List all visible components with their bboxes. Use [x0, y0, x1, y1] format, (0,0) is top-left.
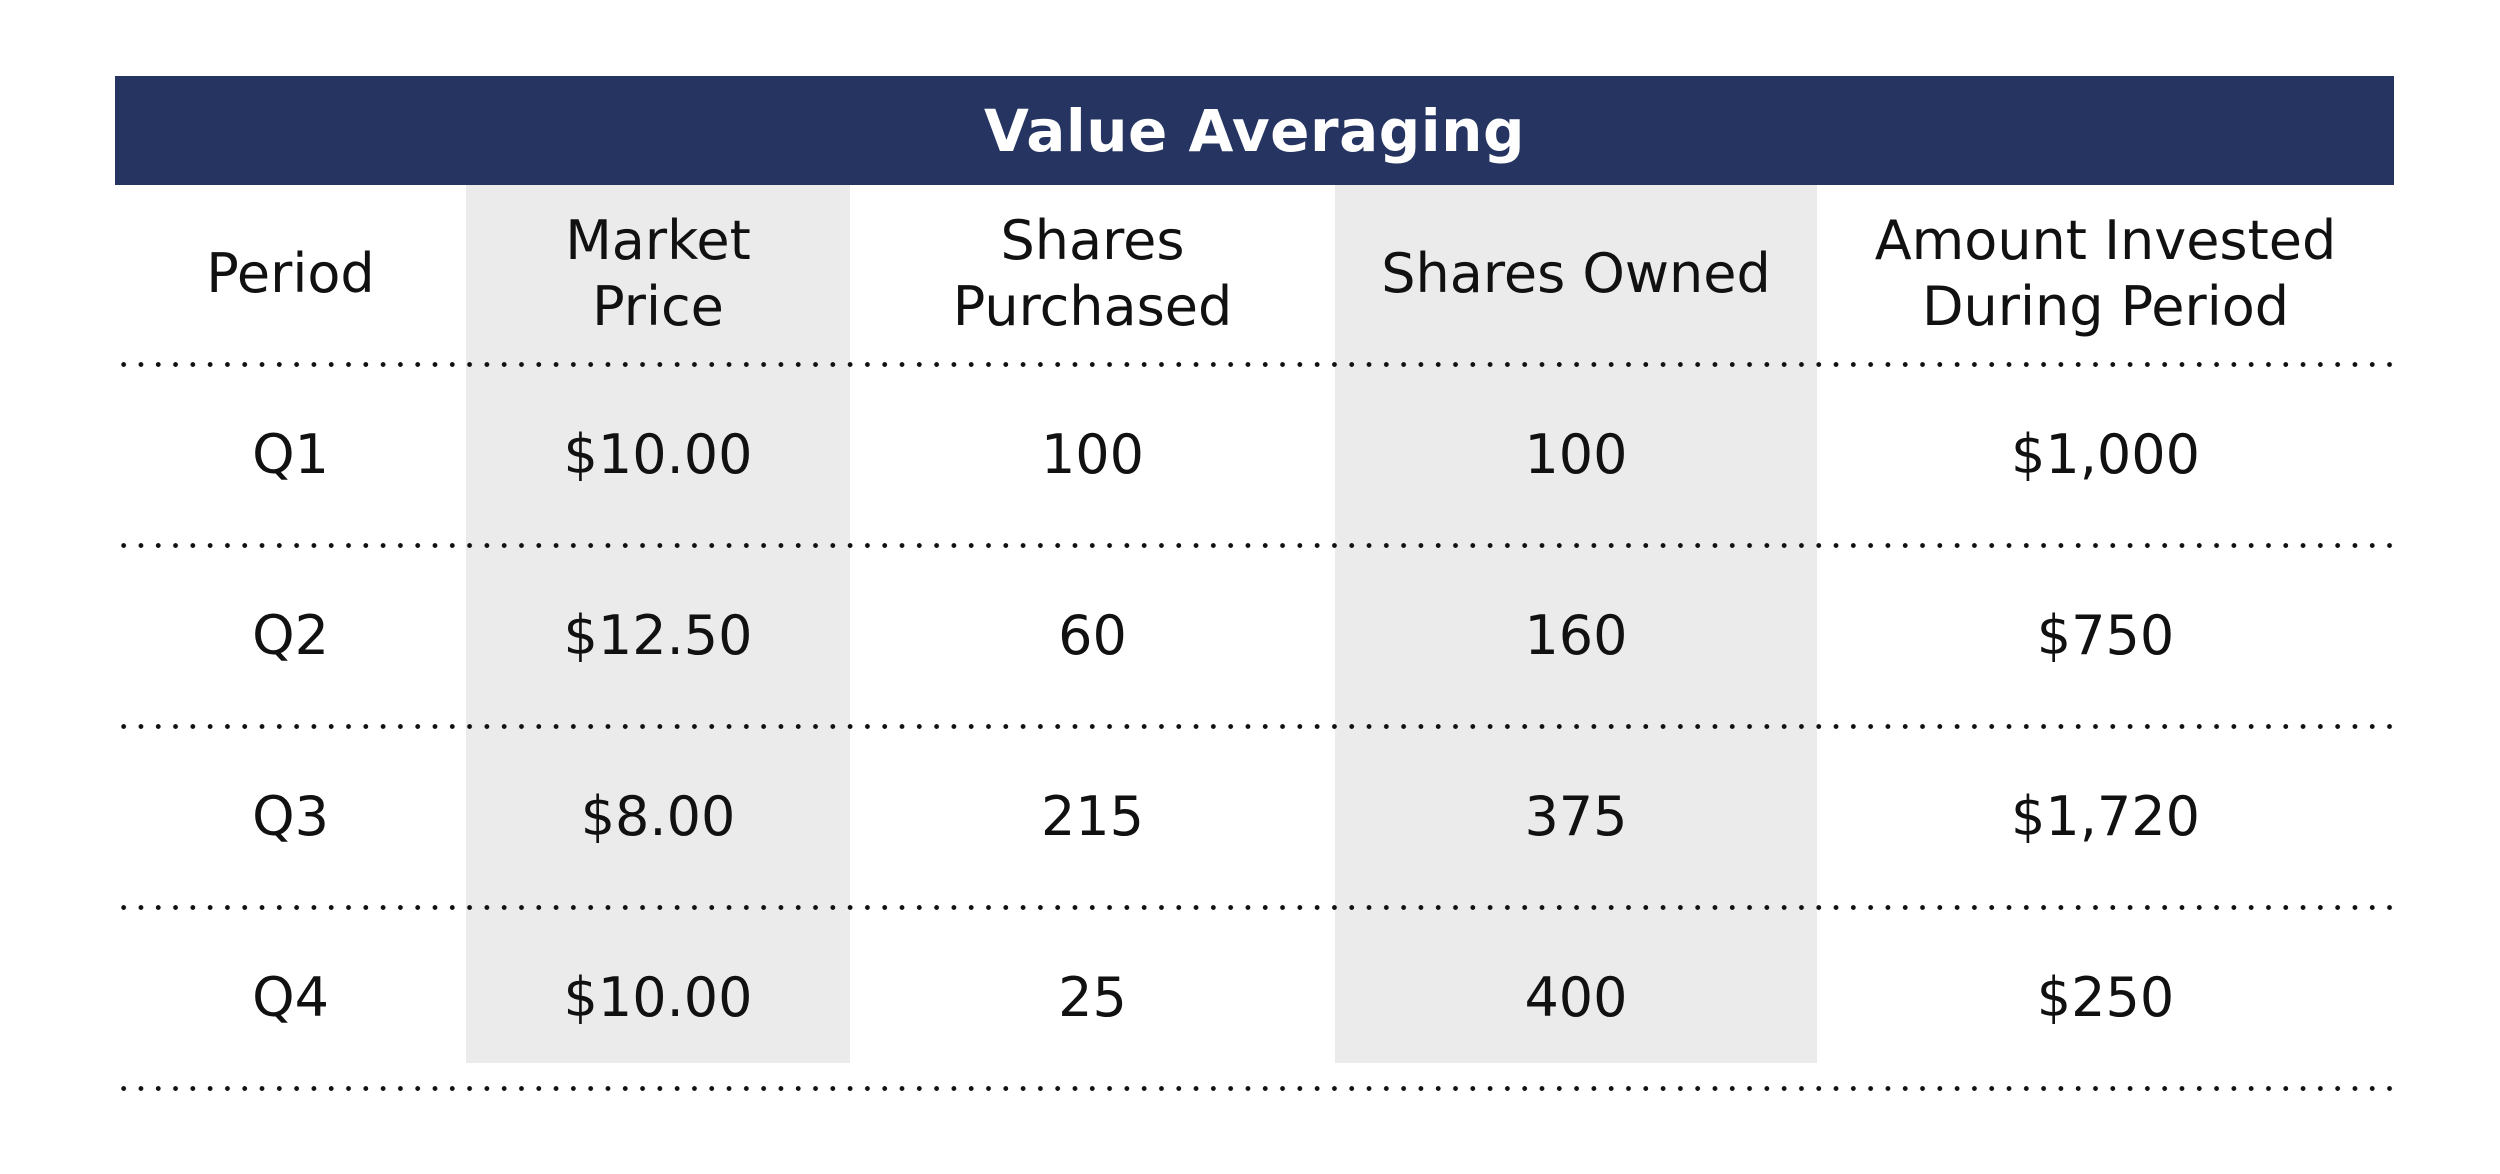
cell-shares-purchased: 215: [1040, 785, 1145, 848]
table-title: Value Averaging: [115, 76, 2394, 185]
dotted-separator: [115, 724, 2394, 729]
cell-shares-owned: 375: [1524, 785, 1628, 848]
column-header-period: Period: [115, 185, 466, 362]
cell-period: Q2: [252, 604, 329, 667]
cell-amount-invested: $1,720: [2011, 785, 2200, 848]
cell-shares-purchased: 25: [1058, 966, 1127, 1029]
column-header-market-price: Market Price: [466, 185, 850, 362]
cell-period: Q4: [252, 966, 329, 1029]
column-header-period-label: Period: [206, 241, 375, 305]
cell-shares-owned: 160: [1524, 604, 1628, 667]
table-grid: Period Market Price Shares Purchased Sha…: [115, 185, 2394, 1091]
cell-shares-purchased: 100: [1040, 423, 1145, 486]
column-header-market-price-label: Market Price: [565, 208, 751, 338]
column-header-shares-owned: Shares Owned: [1335, 185, 1817, 362]
shaded-column-market-price: [466, 185, 850, 1063]
dotted-separator: [115, 362, 2394, 367]
cell-market-price: $10.00: [563, 423, 753, 486]
cell-amount-invested: $250: [2036, 966, 2175, 1029]
column-header-amount-invested-label: Amount Invested During Period: [1874, 208, 2337, 338]
column-header-shares-owned-label: Shares Owned: [1381, 241, 1771, 305]
column-header-shares-purchased-label: Shares Purchased: [952, 208, 1233, 338]
dotted-separator: [115, 543, 2394, 548]
cell-amount-invested: $1,000: [2011, 423, 2200, 486]
cell-period: Q3: [252, 785, 329, 848]
cell-amount-invested: $750: [2036, 604, 2175, 667]
column-header-shares-purchased: Shares Purchased: [850, 185, 1335, 362]
cell-shares-owned: 100: [1524, 423, 1628, 486]
dotted-separator: [115, 905, 2394, 910]
dotted-separator: [115, 1086, 2394, 1091]
cell-shares-purchased: 60: [1058, 604, 1127, 667]
cell-period: Q1: [252, 423, 329, 486]
cell-market-price: $12.50: [563, 604, 753, 667]
cell-shares-owned: 400: [1524, 966, 1628, 1029]
shaded-column-shares-owned: [1335, 185, 1817, 1063]
column-header-amount-invested: Amount Invested During Period: [1817, 185, 2394, 362]
cell-market-price: $8.00: [580, 785, 736, 848]
cell-market-price: $10.00: [563, 966, 753, 1029]
